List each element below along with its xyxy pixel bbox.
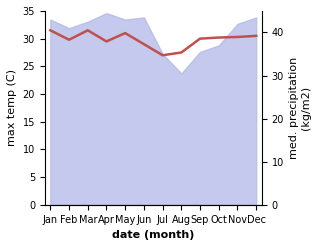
Y-axis label: med. precipitation
(kg/m2): med. precipitation (kg/m2) <box>289 57 311 159</box>
Y-axis label: max temp (C): max temp (C) <box>7 69 17 146</box>
X-axis label: date (month): date (month) <box>112 230 194 240</box>
